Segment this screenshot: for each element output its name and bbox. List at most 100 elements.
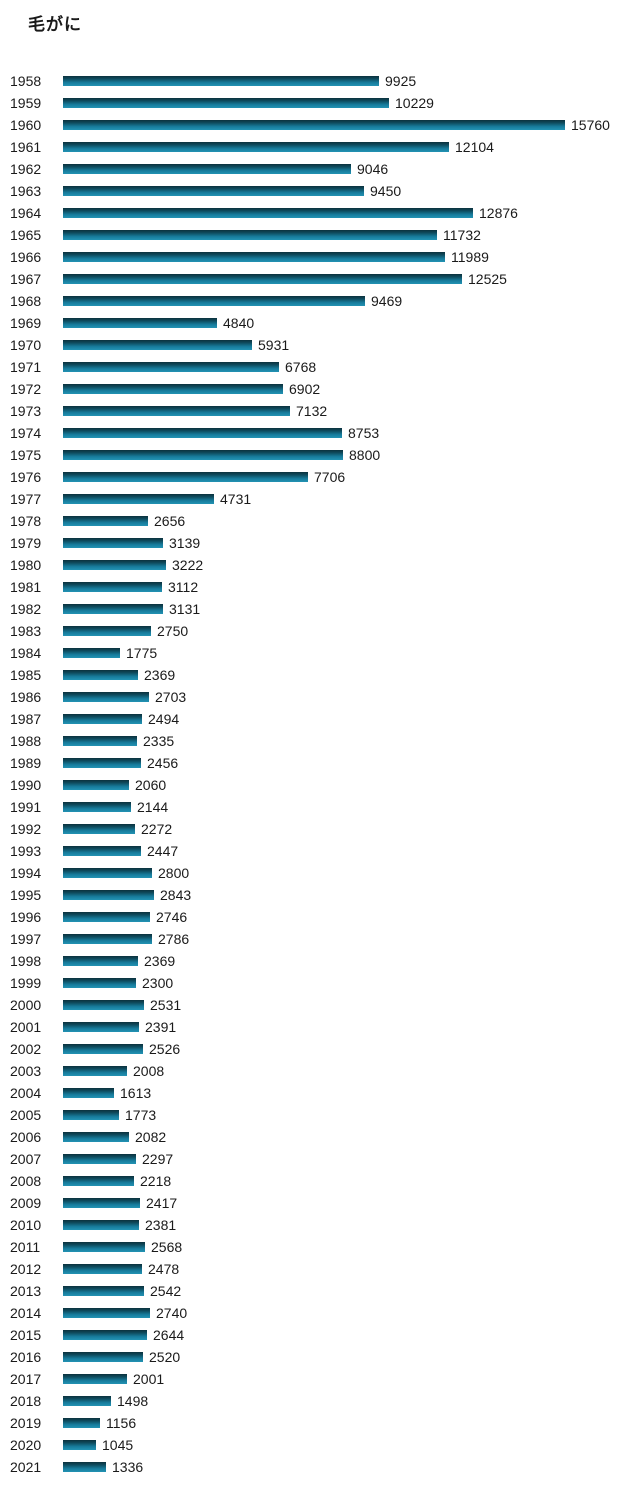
bar (63, 362, 279, 372)
bar (63, 296, 365, 306)
chart-row: 1972 6902 (0, 378, 642, 400)
value-label: 12876 (479, 205, 518, 221)
chart-row: 2016 2520 (0, 1346, 642, 1368)
chart-row: 2000 2531 (0, 994, 642, 1016)
chart-row: 2010 2381 (0, 1214, 642, 1236)
value-label: 2335 (143, 733, 175, 749)
chart-row: 1992 2272 (0, 818, 642, 840)
year-label: 1960 (10, 117, 42, 133)
value-label: 1336 (112, 1459, 144, 1475)
year-label: 2006 (10, 1129, 42, 1145)
bar (63, 76, 379, 86)
year-label: 1974 (10, 425, 42, 441)
year-label: 1996 (10, 909, 42, 925)
value-label: 7132 (296, 403, 328, 419)
bar (63, 868, 152, 878)
value-label: 1045 (102, 1437, 134, 1453)
year-label: 2000 (10, 997, 42, 1013)
chart-row: 1989 2456 (0, 752, 642, 774)
bar (63, 604, 163, 614)
value-label: 2391 (145, 1019, 177, 1035)
bar (63, 1352, 143, 1362)
chart-row: 1967 12525 (0, 268, 642, 290)
chart-row: 2004 1613 (0, 1082, 642, 1104)
value-label: 3139 (169, 535, 201, 551)
chart-row: 2012 2478 (0, 1258, 642, 1280)
year-label: 1963 (10, 183, 42, 199)
bar (63, 164, 351, 174)
chart-row: 2002 2526 (0, 1038, 642, 1060)
chart-row: 1958 9925 (0, 70, 642, 92)
value-label: 8800 (349, 447, 381, 463)
year-label: 1976 (10, 469, 42, 485)
chart-row: 2007 2297 (0, 1148, 642, 1170)
value-label: 2526 (149, 1041, 181, 1057)
bar (63, 340, 252, 350)
year-label: 2015 (10, 1327, 42, 1343)
bar (63, 1330, 147, 1340)
year-label: 1959 (10, 95, 42, 111)
value-label: 2082 (135, 1129, 167, 1145)
chart-row: 1971 6768 (0, 356, 642, 378)
year-label: 1969 (10, 315, 42, 331)
year-label: 2009 (10, 1195, 42, 1211)
year-label: 1987 (10, 711, 42, 727)
year-label: 1985 (10, 667, 42, 683)
value-label: 1156 (106, 1415, 137, 1431)
bar (63, 1044, 143, 1054)
year-label: 2007 (10, 1151, 42, 1167)
bar (63, 648, 120, 658)
value-label: 1775 (126, 645, 158, 661)
bar (63, 714, 142, 724)
chart-row: 1993 2447 (0, 840, 642, 862)
bar (63, 98, 389, 108)
year-label: 1973 (10, 403, 42, 419)
year-label: 1975 (10, 447, 42, 463)
bar (63, 780, 129, 790)
bar (63, 582, 162, 592)
bar (63, 1198, 140, 1208)
chart-row: 1970 5931 (0, 334, 642, 356)
value-label: 2531 (150, 997, 182, 1013)
year-label: 1990 (10, 777, 42, 793)
value-label: 2520 (149, 1349, 181, 1365)
value-label: 2656 (154, 513, 186, 529)
year-label: 1994 (10, 865, 42, 881)
year-label: 1968 (10, 293, 42, 309)
value-label: 2494 (148, 711, 180, 727)
value-label: 2417 (146, 1195, 178, 1211)
bar (63, 1088, 114, 1098)
bar (63, 230, 437, 240)
chart-row: 1974 8753 (0, 422, 642, 444)
chart-row: 1962 9046 (0, 158, 642, 180)
year-label: 2016 (10, 1349, 42, 1365)
chart-row: 1986 2703 (0, 686, 642, 708)
bar (63, 1176, 134, 1186)
year-label: 2004 (10, 1085, 42, 1101)
value-label: 2478 (148, 1261, 180, 1277)
chart-row: 2006 2082 (0, 1126, 642, 1148)
value-label: 2381 (145, 1217, 177, 1233)
value-label: 2001 (133, 1371, 165, 1387)
value-label: 4731 (220, 491, 252, 507)
bar (63, 1308, 150, 1318)
bar (63, 1396, 111, 1406)
chart-row: 2019 1156 (0, 1412, 642, 1434)
chart-row: 1975 8800 (0, 444, 642, 466)
value-label: 6902 (289, 381, 321, 397)
bar (63, 1418, 100, 1428)
chart-row: 2020 1045 (0, 1434, 642, 1456)
year-label: 1964 (10, 205, 42, 221)
chart-row: 1960 15760 (0, 114, 642, 136)
bar (63, 274, 462, 284)
bar (63, 516, 148, 526)
year-label: 2008 (10, 1173, 42, 1189)
chart-row: 1995 2843 (0, 884, 642, 906)
bar (63, 1066, 127, 1076)
year-label: 1965 (10, 227, 42, 243)
chart-row: 1977 4731 (0, 488, 642, 510)
year-label: 1961 (10, 139, 42, 155)
chart-row: 2013 2542 (0, 1280, 642, 1302)
bar (63, 538, 163, 548)
year-label: 2012 (10, 1261, 42, 1277)
